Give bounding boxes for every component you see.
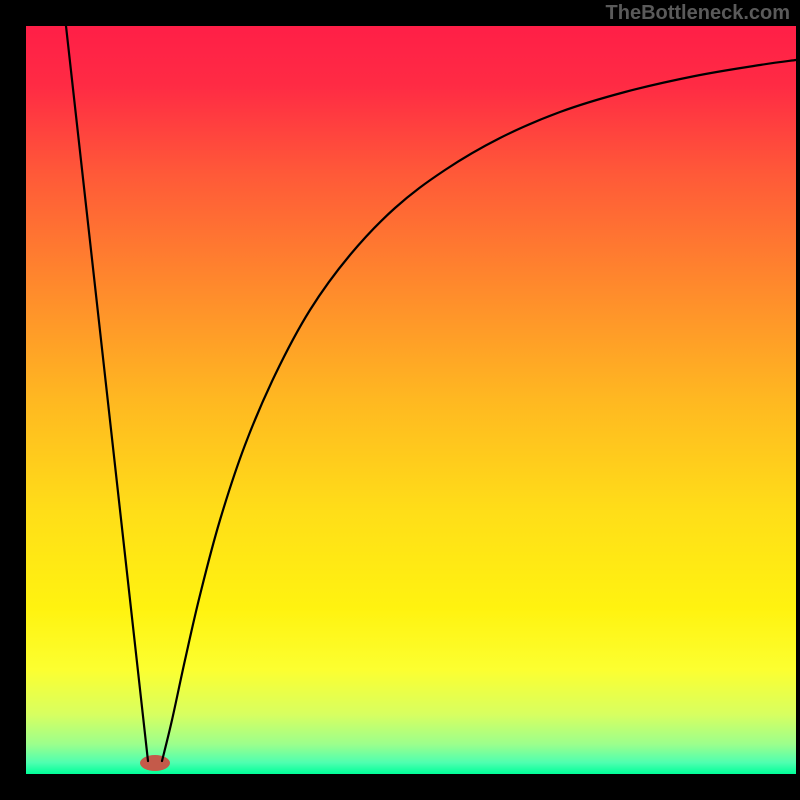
bottleneck-chart: [0, 0, 800, 800]
watermark-text: TheBottleneck.com: [606, 2, 790, 25]
chart-container: TheBottleneck.com: [0, 0, 800, 800]
bottleneck-marker: [140, 755, 170, 771]
